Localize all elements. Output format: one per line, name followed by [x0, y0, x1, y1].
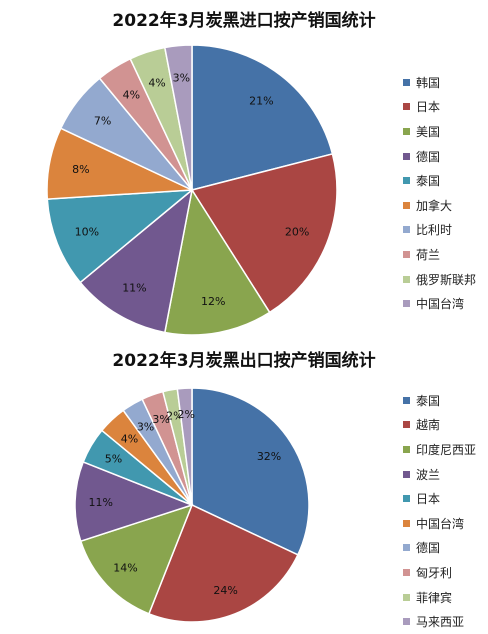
export-legend-label: 菲律宾	[416, 590, 453, 605]
export-legend-item: 马来西亚	[403, 609, 476, 634]
export-legend-item: 日本	[403, 486, 476, 511]
import-slice-label: 7%	[94, 115, 111, 128]
import-slice-label: 8%	[72, 163, 89, 176]
export-legend-swatch	[403, 618, 410, 626]
import-slice-label: 3%	[173, 71, 190, 84]
export-legend-swatch	[403, 396, 410, 404]
import-slice-label: 21%	[249, 95, 273, 108]
import-legend-swatch	[403, 300, 410, 308]
import-legend-swatch	[403, 103, 410, 111]
export-legend-label: 泰国	[416, 393, 441, 408]
import-legend-item: 韩国	[403, 70, 476, 95]
export-slice	[74, 460, 195, 543]
import-slice-label: 4%	[123, 89, 140, 102]
import-slice-label: 12%	[201, 295, 225, 308]
export-legend-swatch	[403, 470, 410, 478]
import-legend-item: 荷兰	[403, 242, 476, 267]
export-pie: 32%24%14%11%5%4%3%3%2%2%	[74, 387, 310, 623]
export-chart-title: 2022年3月炭黑出口按产销国统计	[112, 351, 376, 371]
export-legend-swatch	[403, 544, 410, 552]
import-legend-item: 美国	[403, 119, 476, 144]
export-legend-item: 匈牙利	[403, 560, 476, 585]
export-legend-swatch	[403, 445, 410, 453]
import-legend-label: 荷兰	[416, 247, 441, 262]
import-chart-title: 2022年3月炭黑进口按产销国统计	[112, 11, 376, 31]
import-legend-label: 比利时	[416, 223, 453, 238]
import-legend-label: 德国	[416, 149, 441, 164]
import-legend-swatch	[403, 127, 410, 135]
import-slice-label: 4%	[148, 76, 165, 89]
import-legend-item: 比利时	[403, 218, 476, 243]
import-slice	[163, 187, 271, 336]
import-legend: 韩国日本美国德国泰国加拿大比利时荷兰俄罗斯联邦中国台湾	[403, 70, 476, 316]
export-legend-label: 匈牙利	[416, 565, 453, 580]
import-slice	[79, 188, 194, 334]
export-slice-label: 24%	[213, 584, 237, 597]
export-slice	[176, 387, 193, 506]
import-legend-item: 中国台湾	[403, 291, 476, 316]
export-legend-swatch	[403, 568, 410, 576]
import-legend-swatch	[403, 152, 410, 160]
import-legend-label: 加拿大	[416, 198, 453, 213]
import-slice-label: 10%	[75, 226, 99, 239]
import-slice	[191, 44, 334, 191]
import-slice	[46, 189, 195, 284]
import-chart: 2022年3月炭黑进口按产销国统计 21% 20% 12% 11% 10% 8% 7% 4% 4…	[46, 11, 476, 336]
import-legend-item: 俄罗斯联邦	[403, 267, 476, 292]
export-slice-label: 2%	[166, 409, 183, 422]
import-legend-swatch	[403, 226, 410, 234]
import-pie: 21% 20% 12% 11% 10% 8% 7% 4% 4% 3%	[46, 44, 338, 336]
import-legend-label: 日本	[416, 100, 441, 115]
export-legend-label: 中国台湾	[416, 516, 465, 531]
export-slice-label: 2%	[178, 408, 195, 421]
export-legend-item: 中国台湾	[403, 511, 476, 536]
export-slice-label: 4%	[121, 432, 138, 445]
export-slice	[147, 503, 299, 623]
export-legend-item: 德国	[403, 536, 476, 561]
import-slice	[190, 153, 338, 314]
import-legend-item: 泰国	[403, 168, 476, 193]
export-legend: 泰国越南印度尼西亚波兰日本中国台湾德国匈牙利菲律宾马来西亚	[403, 388, 476, 634]
import-legend-swatch	[403, 78, 410, 86]
export-legend-swatch	[403, 495, 410, 503]
export-slice-label: 11%	[89, 496, 113, 509]
export-legend-item: 波兰	[403, 462, 476, 487]
import-legend-item: 加拿大	[403, 193, 476, 218]
export-slice-label: 3%	[137, 420, 154, 433]
import-slice	[163, 44, 193, 191]
import-legend-item: 德国	[403, 144, 476, 169]
export-legend-item: 越南	[403, 413, 476, 438]
import-legend-label: 美国	[416, 124, 441, 139]
export-legend-item: 印度尼西亚	[403, 437, 476, 462]
export-slice-label: 32%	[257, 450, 281, 463]
export-chart: 2022年3月炭黑出口按产销国统计 32% 24% 14% 11% 5% 4% 3% 3% 2%…	[0, 340, 488, 631]
import-legend-swatch	[403, 201, 410, 209]
export-legend-item: 泰国	[403, 388, 476, 413]
export-legend-label: 波兰	[416, 467, 441, 482]
import-legend-label: 韩国	[416, 75, 441, 90]
export-slice	[191, 387, 310, 556]
import-legend-swatch	[403, 177, 410, 185]
export-slice-label: 3%	[152, 413, 169, 426]
export-legend-item: 菲律宾	[403, 585, 476, 610]
export-legend-label: 马来西亚	[416, 615, 465, 630]
export-slice-label: 14%	[113, 561, 137, 574]
export-legend-swatch	[403, 593, 410, 601]
import-legend-swatch	[403, 275, 410, 283]
import-legend-label: 泰国	[416, 174, 441, 189]
import-legend-swatch	[403, 250, 410, 258]
import-legend-label: 中国台湾	[416, 297, 465, 312]
export-slice-label: 5%	[105, 453, 122, 466]
import-slice-label: 11%	[122, 281, 146, 294]
import-slice-label: 20%	[285, 226, 309, 239]
import-legend-label: 俄罗斯联邦	[416, 272, 477, 287]
export-legend-label: 越南	[416, 418, 441, 433]
export-legend-label: 德国	[416, 541, 441, 556]
export-legend-swatch	[403, 421, 410, 429]
import-legend-item: 日本	[403, 95, 476, 120]
export-legend-label: 日本	[416, 492, 441, 507]
export-legend-label: 印度尼西亚	[416, 442, 477, 457]
export-legend-swatch	[403, 519, 410, 527]
